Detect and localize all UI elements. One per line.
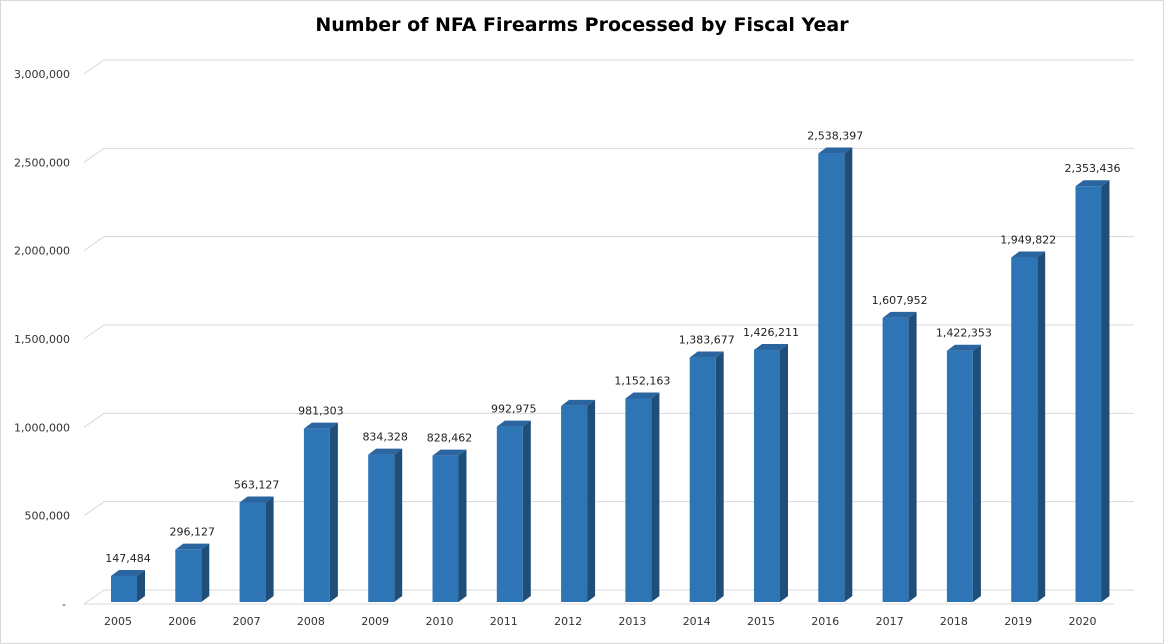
y-tick-label: 500,000: [25, 510, 71, 523]
y-tick-label: 1,000,000: [14, 421, 70, 434]
data-label: 147,484: [105, 552, 151, 565]
bar-top: [111, 569, 145, 576]
data-label: 1,152,163: [614, 374, 670, 387]
bar: [946, 350, 973, 602]
bar: [303, 428, 330, 602]
x-tick-label: 2016: [811, 615, 839, 628]
data-label: 1,426,211: [743, 326, 799, 339]
bar-side: [651, 392, 660, 602]
bar-side: [201, 543, 210, 602]
data-label: 834,328: [362, 431, 408, 444]
bar: [754, 350, 780, 602]
bar-top: [754, 344, 788, 351]
bar-side: [972, 344, 981, 602]
bar-side: [1037, 251, 1046, 603]
bar-top: [818, 147, 853, 154]
x-tick-label: 2005: [104, 615, 132, 628]
x-tick-label: 2006: [168, 615, 196, 628]
bar-side: [522, 420, 531, 602]
bar-top: [1011, 251, 1046, 258]
bar-side: [844, 147, 853, 602]
bar: [561, 405, 588, 602]
x-tick-label: 2011: [490, 615, 518, 628]
data-label: 563,127: [234, 479, 280, 492]
data-label: 1,383,677: [679, 334, 735, 347]
bar-side: [265, 496, 274, 602]
gridline-connector: [83, 59, 105, 75]
bar-side: [587, 399, 596, 602]
bar: [625, 398, 652, 602]
x-tick-label: 2008: [297, 615, 325, 628]
y-tick-label: 2,500,000: [14, 156, 70, 169]
bar-side: [394, 448, 403, 602]
x-tick-label: 2017: [876, 615, 904, 628]
x-tick-label: 2015: [747, 615, 775, 628]
bar: [882, 317, 909, 602]
data-label: 1,949,822: [1000, 234, 1056, 247]
gridline-connector: [83, 501, 105, 517]
bar-top: [946, 344, 981, 351]
bar-top: [1075, 180, 1110, 187]
bar-top: [175, 543, 210, 550]
gridline-connector: [83, 589, 105, 605]
bar: [1075, 186, 1102, 602]
x-tick-label: 2007: [233, 615, 261, 628]
bar-side: [715, 351, 724, 602]
bar-side: [329, 422, 338, 602]
bar-side: [458, 449, 467, 602]
x-tick-label: 2014: [683, 615, 711, 628]
bar: [689, 357, 716, 602]
x-tick-label: 2018: [940, 615, 968, 628]
x-tick-label: 2013: [618, 615, 646, 628]
bar: [432, 455, 459, 602]
bar: [1011, 257, 1038, 602]
gridline-connector: [83, 147, 105, 163]
data-label: 2,353,436: [1065, 162, 1121, 175]
x-tick-label: 2012: [554, 615, 582, 628]
bar: [368, 454, 395, 602]
gridline-connector: [83, 324, 105, 340]
chart-title: Number of NFA Firearms Processed by Fisc…: [315, 14, 849, 36]
bar-top: [689, 351, 724, 358]
data-label: 992,975: [491, 403, 537, 416]
y-tick-label: 3,000,000: [14, 68, 70, 81]
bar: [496, 426, 523, 602]
bar-side: [908, 311, 917, 602]
x-tick-label: 2010: [426, 615, 454, 628]
y-tick-label: 2,000,000: [14, 245, 70, 258]
bar-side: [137, 569, 145, 602]
x-tick-label: 2009: [361, 615, 389, 628]
bar-top: [303, 422, 338, 429]
x-tick-label: 2019: [1004, 615, 1032, 628]
data-label: 1,607,952: [872, 294, 928, 307]
bar-top: [239, 496, 274, 503]
gridline-connector: [83, 236, 105, 252]
bar: [818, 153, 845, 602]
data-label: 296,127: [170, 526, 216, 539]
x-tick-label: 2020: [1069, 615, 1097, 628]
data-label: 981,303: [298, 405, 344, 418]
bar: [175, 549, 202, 602]
bar-top: [432, 449, 467, 456]
bar-top: [368, 448, 403, 455]
data-label: 1,422,353: [936, 327, 992, 340]
bar: [239, 502, 266, 602]
gridline-connector: [83, 412, 105, 428]
y-tick-label: -: [62, 598, 66, 611]
bar-top: [882, 311, 917, 318]
data-label: 2,538,397: [807, 130, 863, 143]
bar: [111, 575, 137, 602]
bar-side: [780, 344, 788, 602]
bar-top: [561, 399, 596, 406]
bar-top: [496, 420, 531, 427]
data-label: 828,462: [427, 432, 473, 445]
y-tick-label: 1,500,000: [14, 333, 70, 346]
bar-top: [625, 392, 660, 399]
bar-side: [1101, 180, 1110, 602]
